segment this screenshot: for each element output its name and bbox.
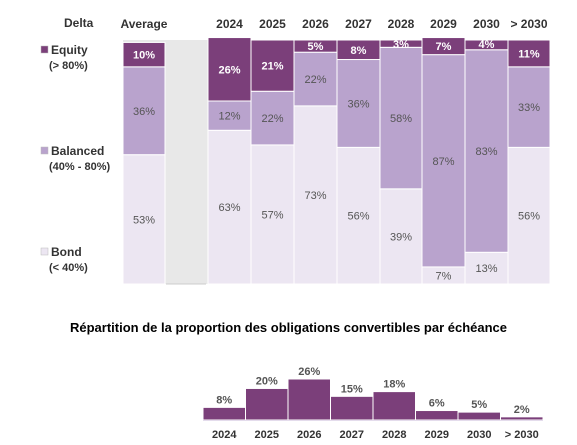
delta-header: Delta xyxy=(64,16,94,30)
balanced-data-label: 83% xyxy=(475,146,497,158)
equity-data-label: 3% xyxy=(393,39,409,51)
equity-legend-label: Equity xyxy=(51,43,88,57)
maturity-value-label: 8% xyxy=(216,394,232,406)
maturity-category-label: 2030 xyxy=(467,429,491,441)
maturity-value-label: 26% xyxy=(298,366,320,378)
legend: Equity (> 80%) Balanced (40% - 80%) Bond (< 4… xyxy=(40,43,110,274)
balanced-bar-segment xyxy=(421,54,466,268)
maturity-value-label: 5% xyxy=(471,399,487,411)
balanced-data-label: 36% xyxy=(347,98,369,110)
balanced-data-label: 36% xyxy=(133,106,155,118)
maturity-value-label: 18% xyxy=(383,379,405,391)
balanced-data-label: 58% xyxy=(390,113,412,125)
bond-legend-sublabel: (< 40%) xyxy=(49,262,88,274)
maturity-category-label: 2026 xyxy=(297,429,321,441)
equity-data-label: 10% xyxy=(133,50,155,62)
maturity-category-label: 2025 xyxy=(255,429,279,441)
category-label: 2028 xyxy=(388,17,415,31)
balanced-bar-segment xyxy=(379,46,423,190)
balanced-bar-segment xyxy=(293,51,338,107)
maturity-category-label: > 2030 xyxy=(505,429,539,441)
equity-legend-sublabel: (> 80%) xyxy=(49,60,88,72)
balanced-legend-sublabel: (40% - 80%) xyxy=(49,161,110,173)
bond-data-label: 39% xyxy=(390,231,412,243)
chart-title: Répartition de la proportion des obligat… xyxy=(69,320,508,335)
bond-data-label: 13% xyxy=(475,263,497,275)
bond-legend-swatch xyxy=(40,247,49,256)
stacked-delta-chart: Delta Equity (> 80%) Balanced (40% - 80%) Bo… xyxy=(40,16,551,285)
balanced-data-label: 22% xyxy=(261,113,283,125)
equity-data-label: 26% xyxy=(218,64,240,76)
equity-data-label: 5% xyxy=(308,41,324,53)
equity-data-label: 21% xyxy=(261,61,283,73)
category-label: Average xyxy=(121,17,168,31)
category-label: 2030 xyxy=(473,17,500,31)
balanced-data-label: 33% xyxy=(518,102,540,114)
bond-legend-label: Bond xyxy=(51,245,82,259)
bond-data-label: 53% xyxy=(133,214,155,226)
equity-data-label: 8% xyxy=(351,45,367,57)
equity-bar-segment xyxy=(122,41,166,68)
bond-bar-segment xyxy=(207,129,252,285)
maturity-bar xyxy=(202,406,246,421)
maturity-bars: 8% 2024 20% 2025 26% 2026 15% 2027 18% 2028 6% 2029… xyxy=(202,366,544,441)
bond-data-label: 73% xyxy=(304,190,326,202)
balanced-legend-swatch xyxy=(40,146,49,155)
equity-bar-segment xyxy=(507,39,551,68)
category-label: 2027 xyxy=(345,17,372,31)
maturity-bar xyxy=(372,391,416,421)
maturity-bar xyxy=(457,411,501,421)
maturity-value-label: 15% xyxy=(341,383,363,395)
bond-data-label: 56% xyxy=(347,211,369,223)
balanced-bar-segment xyxy=(207,100,252,131)
bond-data-label: 7% xyxy=(436,270,452,282)
maturity-value-label: 20% xyxy=(256,375,278,387)
maturity-bar xyxy=(415,410,459,421)
maturity-bar xyxy=(500,416,544,421)
equity-bar-segment xyxy=(250,39,295,92)
balanced-data-label: 87% xyxy=(432,156,454,168)
equity-bar-segment xyxy=(207,37,252,102)
maturity-bar xyxy=(330,395,374,421)
maturity-category-label: 2027 xyxy=(340,429,364,441)
maturity-bar xyxy=(245,387,289,421)
maturity-category-label: 2029 xyxy=(425,429,449,441)
bond-bar-segment xyxy=(507,146,551,285)
maturity-category-label: 2028 xyxy=(382,429,406,441)
balanced-bar-segment xyxy=(464,49,509,253)
equity-data-label: 4% xyxy=(479,39,495,51)
bond-data-label: 63% xyxy=(218,202,240,214)
maturity-bar xyxy=(287,378,331,421)
balanced-bar-segment xyxy=(122,66,166,156)
category-label: 2026 xyxy=(302,17,329,31)
maturity-distribution-chart: 8% 2024 20% 2025 26% 2026 15% 2027 18% 2028 6% 2029… xyxy=(202,366,544,441)
category-label: > 2030 xyxy=(510,17,547,31)
category-label: 2025 xyxy=(259,17,286,31)
bond-bar-segment xyxy=(379,188,423,285)
maturity-value-label: 6% xyxy=(429,398,445,410)
stacked-bars: Average 53% 36% 10% 2024 63% 12% 26% 2025 57% 22% 2… xyxy=(121,17,551,285)
bond-bar-segment xyxy=(336,146,381,285)
maturity-category-label: 2024 xyxy=(212,429,237,441)
balanced-data-label: 12% xyxy=(218,111,240,123)
bond-data-label: 57% xyxy=(261,209,283,221)
equity-data-label: 7% xyxy=(436,41,452,53)
bond-data-label: 56% xyxy=(518,211,540,223)
bond-bar-segment xyxy=(122,154,166,285)
category-label: 2029 xyxy=(430,17,457,31)
balanced-data-label: 22% xyxy=(304,74,326,86)
equity-legend-swatch xyxy=(40,45,49,54)
maturity-value-label: 2% xyxy=(514,404,530,416)
balanced-legend-label: Balanced xyxy=(51,144,104,158)
balanced-bar-segment xyxy=(507,66,551,148)
balanced-bar-segment xyxy=(336,59,381,148)
equity-data-label: 11% xyxy=(518,48,540,60)
category-label: 2024 xyxy=(216,17,243,31)
